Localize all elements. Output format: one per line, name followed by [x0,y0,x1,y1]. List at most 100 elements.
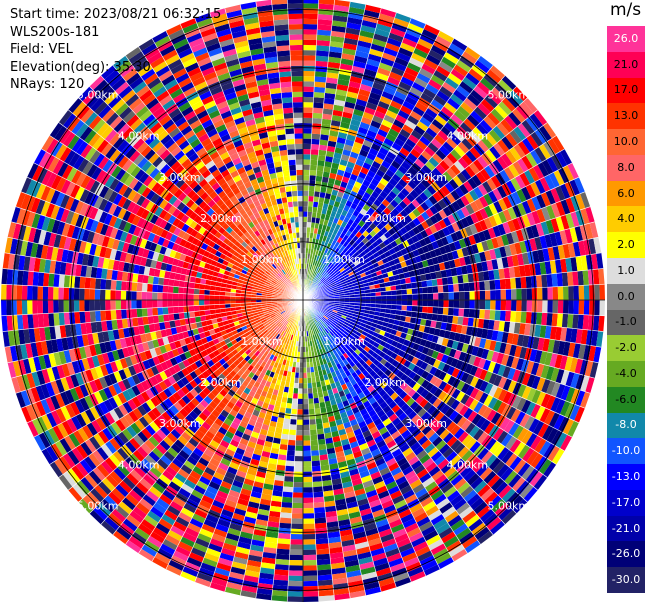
range-gate [369,92,382,101]
range-gate [407,455,420,466]
range-gate [413,464,426,475]
range-gate [533,474,548,491]
range-gate [352,235,359,242]
range-gate [456,416,468,428]
range-gate [471,64,487,78]
range-gate [453,283,459,293]
range-gate [540,393,551,408]
range-gate [365,366,373,374]
range-gate [433,202,443,213]
range-gate [310,319,314,325]
range-gate [424,363,433,373]
range-gate [278,449,288,456]
range-gate [530,453,544,469]
range-gate [559,400,571,417]
range-gate [398,337,406,345]
range-gate [315,418,323,425]
range-gate [324,500,336,508]
range-gate [347,283,354,288]
range-gate [501,136,514,150]
range-gate [519,172,531,187]
range-gate [555,216,565,232]
range-gate [353,536,368,545]
range-gate [416,281,423,288]
range-gate [333,392,341,399]
range-gate [351,146,361,155]
range-gate [408,379,417,389]
range-gate [321,347,327,354]
range-gate [346,268,353,274]
range-gate [361,263,368,270]
range-gate [453,349,462,360]
range-gate [530,435,542,451]
range-gate [397,267,404,275]
range-gate [314,512,326,519]
range-gate [468,456,481,470]
range-gate [340,325,347,331]
range-gate [380,287,386,292]
range-gate [487,361,497,373]
range-gate [425,127,438,139]
range-gate [599,300,605,316]
range-gate [313,228,319,234]
range-gate [325,82,338,90]
range-gate [401,124,414,135]
range-gate [318,274,323,280]
range-gate [386,37,402,48]
range-gate [335,314,342,319]
range-gate [326,145,336,153]
range-gate [563,300,569,314]
range-gate [368,147,379,157]
range-gate [303,580,318,587]
range-gate [358,269,365,275]
range-gate [530,131,544,147]
range-gate [373,173,383,183]
range-gate [404,470,417,481]
range-gate [342,365,349,373]
range-gate [398,81,412,92]
range-gate [454,442,466,455]
range-gate [345,328,351,334]
range-gate [331,354,337,361]
range-gate [318,320,323,326]
range-gate [457,481,471,495]
range-gate [468,282,475,292]
range-gate [464,291,470,300]
range-gate [323,304,329,307]
range-gate [455,230,464,241]
range-gate [297,409,303,415]
range-gate [367,244,375,251]
range-gate [519,101,534,117]
range-gate [317,313,323,319]
range-gate [486,238,495,251]
range-gate [479,369,488,381]
range-gate [511,356,520,370]
range-gate [343,144,353,152]
range-gate [321,336,327,342]
range-gate [327,290,334,294]
range-gate [479,380,489,393]
range-gate [344,101,356,109]
range-gate [497,364,506,377]
range-gate [471,522,487,536]
range-gate [330,283,337,288]
range-gate [349,297,356,300]
range-gate [417,38,433,50]
range-gate [339,276,345,282]
range-gate [433,40,449,52]
range-gate [420,220,430,230]
range-gate [303,565,318,571]
range-gate [317,343,322,350]
range-gate [325,150,335,158]
range-gate [391,22,408,33]
range-gate [407,566,424,578]
range-gate [339,433,349,441]
range-gate [314,260,318,266]
range-gate [294,450,303,457]
range-gate [369,48,384,58]
range-gate [486,516,502,531]
range-gate [424,481,438,493]
range-gate [344,319,351,324]
range-gate [310,282,315,287]
range-gate [505,289,512,300]
